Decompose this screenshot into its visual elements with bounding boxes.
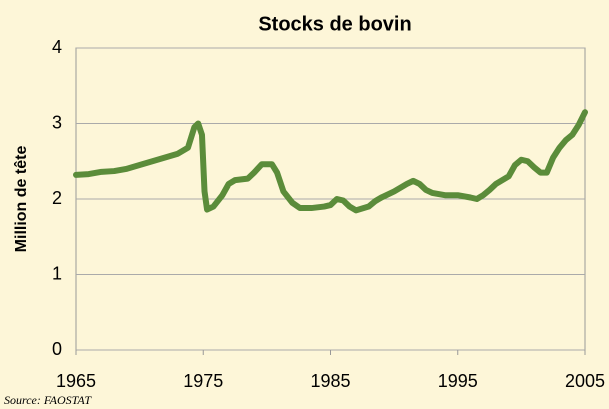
x-tick-label: 1975 bbox=[183, 371, 223, 391]
chart-title: Stocks de bovin bbox=[258, 13, 411, 35]
x-tick-label: 1965 bbox=[56, 371, 96, 391]
source: Source: FAOSTAT bbox=[4, 393, 92, 407]
y-axis-label: Million de tête bbox=[13, 146, 30, 253]
y-tick-label: 4 bbox=[52, 37, 62, 57]
x-tick-label: 1985 bbox=[310, 371, 350, 391]
y-tick-label: 1 bbox=[52, 263, 62, 283]
y-tick-label: 0 bbox=[52, 339, 62, 359]
data-line bbox=[73, 109, 588, 214]
x-tick-label: 1995 bbox=[438, 371, 478, 391]
y-tick-label: 2 bbox=[52, 188, 62, 208]
x-tick-label: 2005 bbox=[565, 371, 605, 391]
y-tick-label: 3 bbox=[52, 112, 62, 132]
